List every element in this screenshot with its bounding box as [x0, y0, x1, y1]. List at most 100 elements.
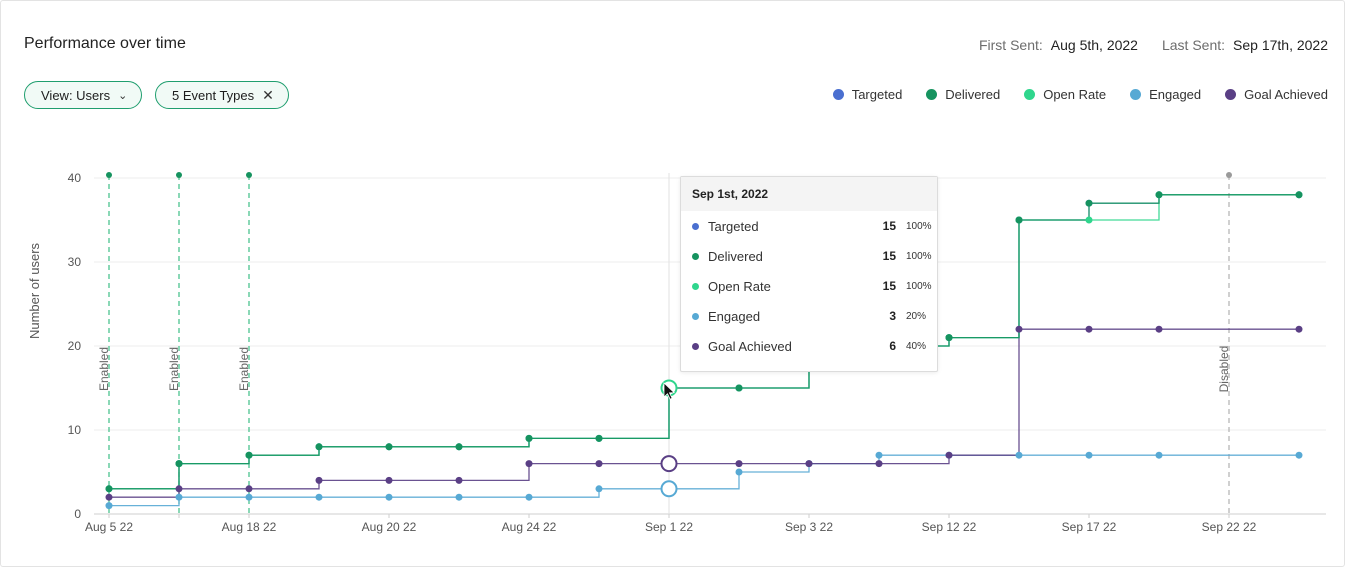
view-dropdown[interactable]: View: Users ⌄: [24, 81, 143, 109]
event-types-filter[interactable]: 5 Event Types ✕: [155, 81, 289, 109]
data-point: [385, 443, 393, 451]
y-tick-label: 20: [68, 339, 82, 353]
data-point: [455, 443, 463, 451]
data-point: [945, 451, 953, 459]
x-tick-label: Sep 17 22: [1062, 520, 1117, 534]
data-point: [315, 493, 323, 501]
tooltip-dot: [692, 252, 699, 260]
last-sent-label: Last Sent:: [1161, 37, 1226, 53]
data-point: [945, 334, 953, 342]
page-title: Performance over time: [24, 35, 186, 52]
tooltip-count: 15: [882, 249, 896, 263]
tooltip-dot: [692, 282, 699, 290]
data-point: [1015, 216, 1023, 224]
marker-dot: [106, 172, 112, 178]
sent-dates: First Sent: Aug 5th, 2022 Last Sent: Sep…: [979, 37, 1328, 53]
data-point: [735, 460, 743, 468]
data-point: [1015, 325, 1023, 333]
x-tick-label: Sep 12 22: [922, 520, 977, 534]
data-point: [1085, 199, 1093, 207]
tooltip-percent: 100%: [906, 220, 932, 232]
data-point: [385, 493, 393, 501]
tooltip-count: 6: [889, 339, 896, 353]
data-point: [315, 476, 323, 484]
x-tick-label: Aug 24 22: [502, 520, 557, 534]
legend-dot: [832, 89, 844, 100]
data-point: [1155, 451, 1163, 459]
tooltip-series-name: Goal Achieved: [708, 338, 792, 354]
legend-dot: [1130, 89, 1142, 100]
data-point: [1085, 216, 1093, 224]
x-tick-label: Sep 1 22: [645, 520, 693, 534]
tooltip-series-name: Open Rate: [708, 278, 771, 294]
data-point: [245, 451, 253, 459]
tooltip-series-name: Engaged: [708, 308, 761, 324]
tooltip-row: Open Rate 15 100%: [681, 271, 937, 301]
data-point: [315, 443, 323, 451]
data-point: [105, 485, 113, 493]
series-line-engaged: [109, 454, 1299, 507]
data-point: [175, 493, 183, 501]
marker-dot: [1226, 172, 1232, 178]
tooltip-count: 15: [882, 219, 896, 233]
enabled-label: Enabled: [167, 347, 181, 391]
tooltip-series-name: Delivered: [708, 248, 763, 264]
data-point: [385, 476, 393, 484]
legend-item-goal-achieved[interactable]: Goal Achieved: [1225, 87, 1328, 102]
data-point: [1015, 451, 1023, 459]
y-tick-label: 0: [74, 507, 81, 521]
data-point: [805, 460, 813, 468]
data-point: [105, 493, 113, 501]
data-point: [1085, 325, 1093, 333]
tooltip-percent: 100%: [906, 250, 932, 262]
data-point: [735, 468, 743, 476]
enabled-label: Enabled: [237, 347, 251, 391]
data-point: [1295, 451, 1303, 459]
data-point: [1155, 325, 1163, 333]
y-tick-label: 30: [68, 255, 82, 269]
data-point: [1295, 191, 1303, 199]
tooltip-dot: [692, 312, 699, 320]
view-dropdown-label: View: Users: [41, 87, 111, 103]
tooltip-dot: [692, 342, 699, 350]
tooltip-row: Delivered 15 100%: [681, 241, 937, 271]
tooltip-row: Engaged 3 20%: [681, 301, 937, 331]
enabled-label: Enabled: [97, 347, 111, 391]
data-point: [455, 493, 463, 501]
chart-tooltip: Sep 1st, 2022 Targeted 15 100% Delivered 15 1…: [680, 176, 938, 372]
legend-label: Targeted: [851, 87, 903, 102]
x-tick-label: Sep 22 22: [1202, 520, 1257, 534]
data-point: [455, 476, 463, 484]
data-point: [245, 493, 253, 501]
chevron-down-icon: ⌄: [118, 89, 128, 102]
last-sent-value: Sep 17th, 2022: [1233, 37, 1328, 53]
marker-dot: [246, 172, 252, 178]
x-tick-label: Aug 18 22: [222, 520, 277, 534]
series-line-goal-achieved: [109, 328, 1299, 498]
tooltip-row: Goal Achieved 6 40%: [681, 331, 937, 361]
data-point: [595, 460, 603, 468]
data-point: [595, 434, 603, 442]
legend-label: Delivered: [945, 87, 1001, 102]
y-tick-label: 40: [68, 171, 82, 185]
legend-item-engaged[interactable]: Engaged: [1130, 87, 1201, 102]
legend-item-open-rate[interactable]: Open Rate: [1024, 87, 1106, 102]
tooltip-count: 15: [882, 279, 896, 293]
data-point: [875, 460, 883, 468]
cursor-icon: [663, 382, 676, 400]
data-point: [105, 502, 113, 510]
tooltip-percent: 100%: [906, 280, 932, 292]
close-icon[interactable]: ✕: [262, 86, 274, 103]
legend-item-targeted[interactable]: Targeted: [832, 87, 903, 102]
data-point: [525, 434, 533, 442]
first-sent-value: Aug 5th, 2022: [1050, 37, 1138, 53]
hover-point: [660, 455, 678, 473]
data-point: [525, 493, 533, 501]
event-types-label: 5 Event Types: [172, 87, 255, 103]
legend-dot: [1225, 89, 1237, 100]
legend-label: Open Rate: [1043, 87, 1107, 102]
first-sent-label: First Sent:: [978, 37, 1043, 53]
legend-item-delivered[interactable]: Delivered: [926, 87, 1000, 102]
